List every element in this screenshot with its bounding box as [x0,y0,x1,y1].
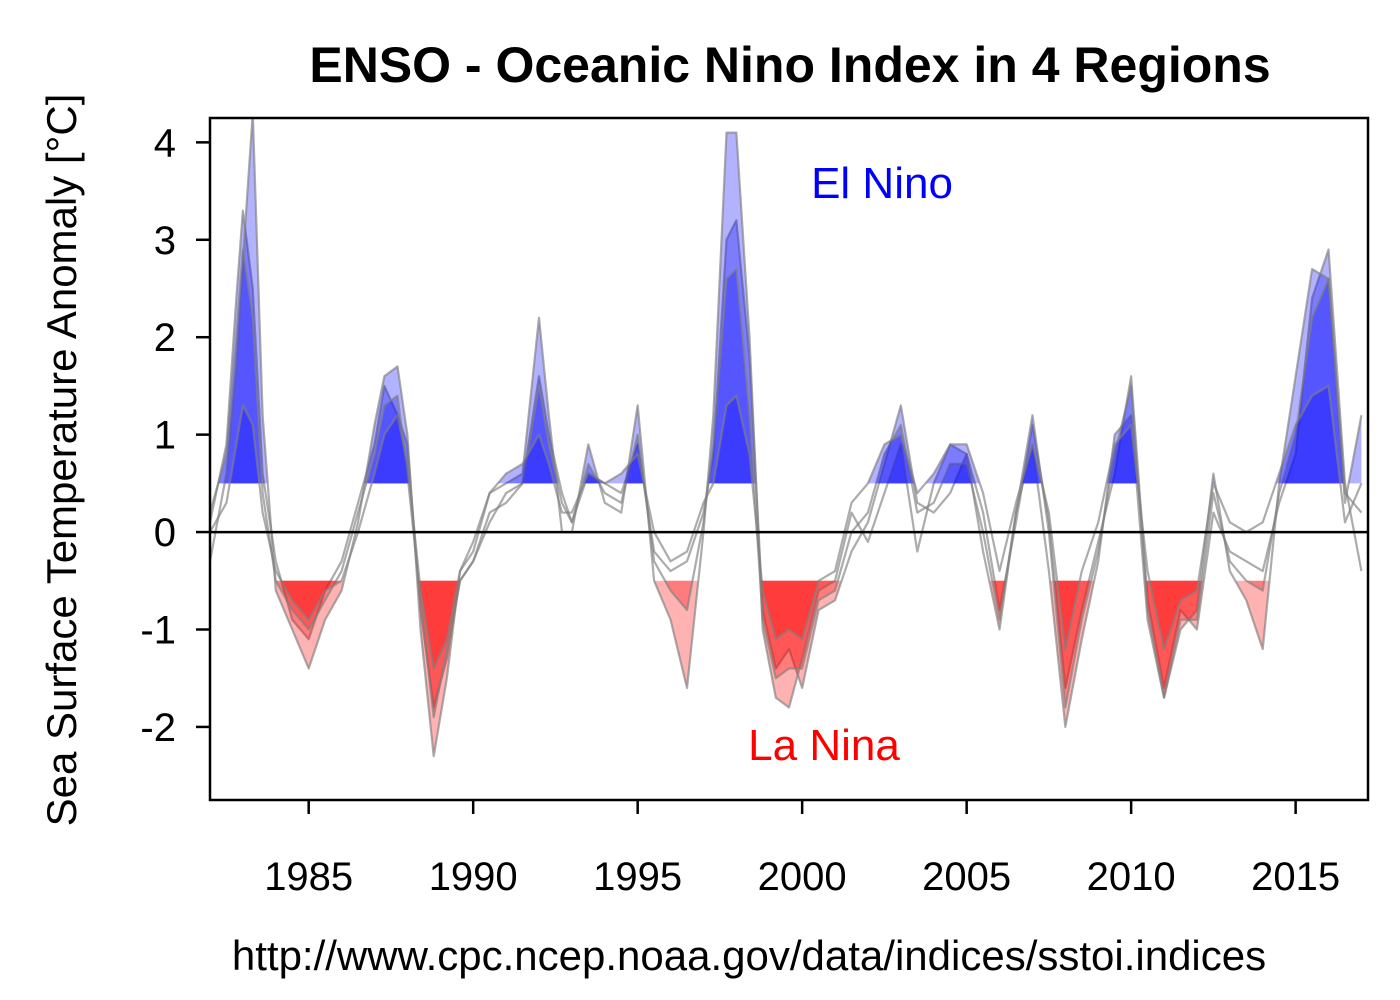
x-tick-label: 1990 [429,855,518,899]
y-tick-label: 2 [154,316,176,360]
series-line-1 [210,209,1363,709]
y-tick-label: 4 [154,121,176,165]
series-line-4 [210,384,1363,670]
y-tick-label: 0 [154,511,176,555]
series-line-3 [210,248,1363,719]
series-line-2 [210,118,1363,758]
x-tick-label: 1985 [264,855,353,899]
x-tick-label: 2015 [1251,855,1340,899]
y-tick-label: 3 [154,219,176,263]
series-group [210,118,1363,758]
x-tick-label: 2010 [1087,855,1176,899]
la-nina-annotation: La Nina [748,721,900,770]
plot-area: -2 -1 0 1 2 3 4 1985 1990 1995 2000 2005 2010 2015 [140,116,1370,899]
y-axis-label: Sea Surface Temperature Anomaly [°C] [38,94,85,827]
y-tick-label: 1 [154,414,176,458]
y-tick-label: -2 [140,706,176,750]
chart-title: ENSO - Oceanic Nino Index in 4 Regions [309,37,1270,93]
y-tick-label: -1 [140,609,176,653]
source-url: http://www.cpc.ncep.noaa.gov/data/indice… [232,932,1266,979]
el-nino-annotation: El Nino [811,159,953,208]
plot-frame [208,116,1370,802]
x-tick-label: 2000 [758,855,847,899]
la-nina-fill-series-2 [275,580,1270,757]
x-tick-label: 2005 [922,855,1011,899]
x-tick-label: 1995 [593,855,682,899]
